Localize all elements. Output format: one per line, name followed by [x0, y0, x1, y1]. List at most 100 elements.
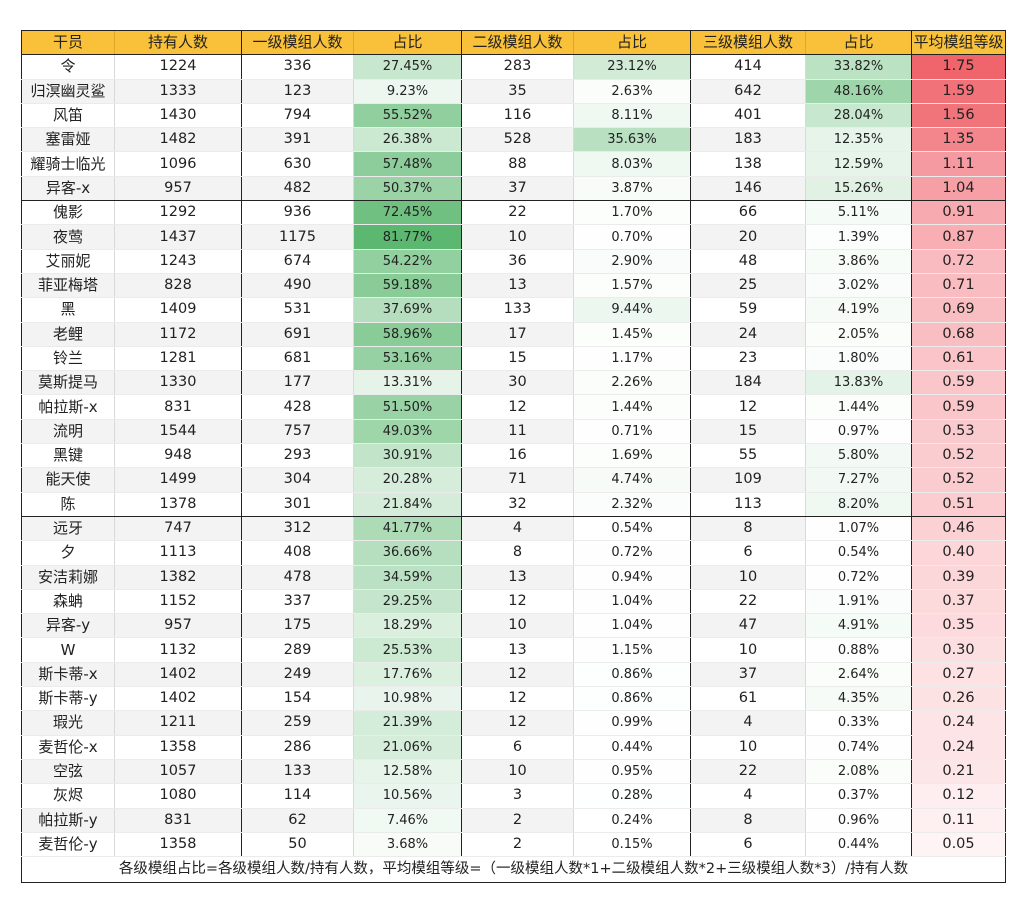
- table-row: 斯卡蒂-x 1402 249 17.76% 12 0.86% 37 2.64% 0.27: [21, 662, 1006, 688]
- operator-name: 麦哲伦-y: [21, 832, 115, 858]
- l1-ratio: 57.48%: [353, 151, 462, 177]
- operator-name: 菲亚梅塔: [21, 273, 115, 299]
- l2-count: 116: [461, 103, 574, 129]
- l3-count: 15: [690, 419, 806, 445]
- owner-count: 1402: [114, 662, 242, 688]
- operator-name: W: [21, 637, 115, 663]
- l3-ratio: 12.59%: [805, 151, 912, 177]
- operator-name: 瑕光: [21, 710, 115, 736]
- avg-level: 1.59: [911, 79, 1006, 104]
- operator-name: 归溟幽灵鲨: [21, 79, 115, 104]
- header-l1-ratio: 占比: [353, 29, 462, 56]
- table-row: 耀骑士临光 1096 630 57.48% 88 8.03% 138 12.59% 1.11: [21, 151, 1006, 177]
- l1-count: 757: [241, 419, 354, 445]
- operator-name: 夕: [21, 540, 115, 566]
- l1-ratio: 49.03%: [353, 419, 462, 445]
- operator-name: 流明: [21, 419, 115, 445]
- l2-ratio: 0.95%: [573, 759, 691, 785]
- l1-count: 293: [241, 443, 354, 469]
- l2-ratio: 0.86%: [573, 686, 691, 712]
- l1-count: 391: [241, 127, 354, 153]
- l3-count: 25: [690, 273, 806, 299]
- l3-count: 10: [690, 637, 806, 663]
- table-row: 森蚺 1152 337 29.25% 12 1.04% 22 1.91% 0.37: [21, 589, 1006, 615]
- l1-count: 408: [241, 540, 354, 566]
- l2-ratio: 0.54%: [573, 516, 691, 542]
- l1-ratio: 81.77%: [353, 224, 462, 250]
- l2-ratio: 0.15%: [573, 832, 691, 858]
- operator-name: 黑键: [21, 443, 115, 469]
- operator-name: 傀影: [21, 200, 115, 226]
- l3-count: 6: [690, 540, 806, 566]
- l2-count: 12: [461, 589, 574, 615]
- l1-count: 177: [241, 370, 354, 396]
- l1-ratio: 17.76%: [353, 662, 462, 688]
- l1-ratio: 30.91%: [353, 443, 462, 469]
- l3-count: 642: [690, 79, 806, 104]
- header-operator: 干员: [21, 29, 115, 56]
- avg-level: 1.04: [911, 176, 1006, 202]
- table-row: 帕拉斯-x 831 428 51.50% 12 1.44% 12 1.44% 0.59: [21, 394, 1006, 420]
- owner-count: 957: [114, 613, 242, 639]
- l2-count: 8: [461, 540, 574, 566]
- l3-ratio: 5.11%: [805, 200, 912, 226]
- l3-count: 22: [690, 589, 806, 615]
- owner-count: 1382: [114, 565, 242, 590]
- l1-count: 490: [241, 273, 354, 299]
- l1-count: 337: [241, 589, 354, 615]
- l3-ratio: 5.80%: [805, 443, 912, 469]
- header-row: 干员 持有人数 一级模组人数 占比 二级模组人数 占比 三级模组人数 占比 平均…: [21, 29, 1006, 56]
- owner-count: 1544: [114, 419, 242, 445]
- l3-count: 48: [690, 249, 806, 274]
- operator-name: 异客-x: [21, 176, 115, 202]
- l2-ratio: 1.04%: [573, 589, 691, 615]
- l1-count: 301: [241, 492, 354, 517]
- l1-ratio: 20.28%: [353, 467, 462, 493]
- operator-name: 麦哲伦-x: [21, 735, 115, 760]
- owner-count: 1057: [114, 759, 242, 785]
- l3-ratio: 2.05%: [805, 322, 912, 347]
- owner-count: 948: [114, 443, 242, 469]
- l1-ratio: 50.37%: [353, 176, 462, 202]
- operator-name: 塞雷娅: [21, 127, 115, 153]
- l2-count: 12: [461, 662, 574, 688]
- operator-name: 陈: [21, 492, 115, 517]
- l3-ratio: 0.74%: [805, 735, 912, 760]
- table-row: 流明 1544 757 49.03% 11 0.71% 15 0.97% 0.53: [21, 419, 1006, 445]
- l3-count: 8: [690, 516, 806, 542]
- table-row: 菲亚梅塔 828 490 59.18% 13 1.57% 25 3.02% 0.71: [21, 273, 1006, 299]
- l1-ratio: 37.69%: [353, 297, 462, 323]
- l2-ratio: 9.44%: [573, 297, 691, 323]
- l2-count: 35: [461, 79, 574, 104]
- l1-ratio: 55.52%: [353, 103, 462, 129]
- owner-count: 1333: [114, 79, 242, 104]
- l3-ratio: 2.64%: [805, 662, 912, 688]
- l3-ratio: 28.04%: [805, 103, 912, 129]
- owner-count: 1224: [114, 54, 242, 80]
- avg-level: 0.11: [911, 808, 1006, 833]
- l2-ratio: 3.87%: [573, 176, 691, 202]
- owner-count: 1080: [114, 783, 242, 809]
- operator-name: 令: [21, 54, 115, 80]
- owner-count: 1402: [114, 686, 242, 712]
- l2-ratio: 1.69%: [573, 443, 691, 469]
- header-l2-ratio: 占比: [573, 29, 691, 56]
- avg-level: 0.46: [911, 516, 1006, 542]
- owner-count: 1292: [114, 200, 242, 226]
- l1-count: 681: [241, 346, 354, 372]
- l1-count: 286: [241, 735, 354, 760]
- l1-count: 428: [241, 394, 354, 420]
- l1-count: 154: [241, 686, 354, 712]
- l3-ratio: 0.44%: [805, 832, 912, 858]
- l3-ratio: 7.27%: [805, 467, 912, 493]
- module-stats-table: 干员 持有人数 一级模组人数 占比 二级模组人数 占比 三级模组人数 占比 平均…: [21, 29, 1006, 884]
- l2-ratio: 0.86%: [573, 662, 691, 688]
- avg-level: 1.35: [911, 127, 1006, 153]
- header-l3-count: 三级模组人数: [690, 29, 806, 56]
- table-row: 麦哲伦-y 1358 50 3.68% 2 0.15% 6 0.44% 0.05: [21, 832, 1006, 858]
- l3-count: 61: [690, 686, 806, 712]
- l3-ratio: 1.44%: [805, 394, 912, 420]
- l2-count: 10: [461, 613, 574, 639]
- l2-ratio: 1.04%: [573, 613, 691, 639]
- table-row: W 1132 289 25.53% 13 1.15% 10 0.88% 0.30: [21, 637, 1006, 663]
